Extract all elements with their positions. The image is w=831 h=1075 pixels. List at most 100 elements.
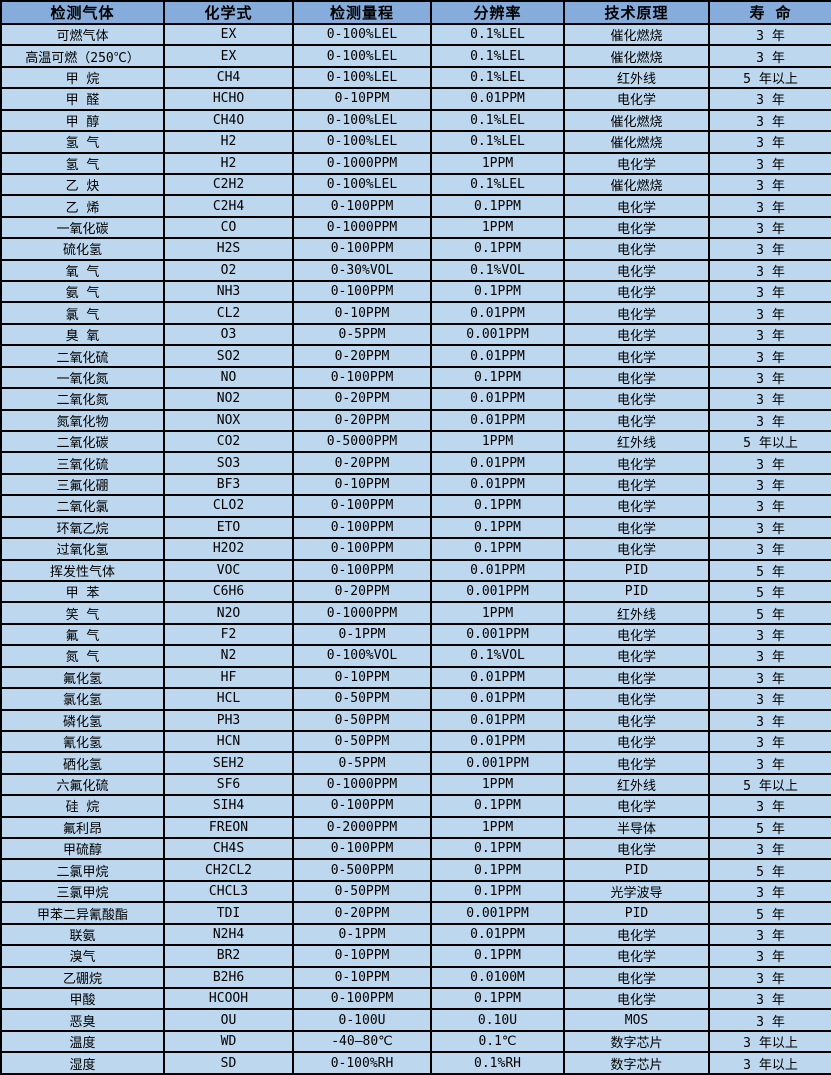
table-cell-range: 0-100PPM <box>292 194 432 218</box>
table-cell-range: 0-50PPM <box>292 879 432 904</box>
table-cell-lifespan: 5 年 <box>708 601 831 625</box>
table-cell-principle: 电化学 <box>563 322 710 347</box>
table-cell-principle: 电化学 <box>563 494 710 518</box>
column-header-lifespan: 寿 命 <box>708 0 831 25</box>
table-cell-principle: 电化学 <box>563 365 710 390</box>
table-cell-lifespan: 3 年 <box>708 751 831 775</box>
table-cell-principle: 半导体 <box>563 815 710 840</box>
table-cell-range: 0-30%VOL <box>292 258 432 283</box>
table-cell-resolution: 0.10U <box>430 1008 565 1032</box>
table-row: 一氧化碳 CO 0-1000PPM 1PPM 电化学 3 年 <box>0 215 831 240</box>
table-cell-principle: 电化学 <box>563 451 710 475</box>
table-cell-formula: SF6 <box>163 772 294 797</box>
table-cell-lifespan: 3 年 <box>708 237 831 261</box>
table-cell-range: 0-100%LEL <box>292 130 432 154</box>
table-row: 氯 气 CL2 0-10PPM 0.01PPM 电化学 3 年 <box>0 301 831 325</box>
table-cell-gas: 氮氧化物 <box>0 408 165 433</box>
table-cell-formula: CHCL3 <box>163 879 294 904</box>
table-cell-resolution: 0.01PPM <box>430 451 565 475</box>
table-cell-principle: 光学波导 <box>563 879 710 904</box>
table-cell-principle: 电化学 <box>563 515 710 540</box>
table-cell-formula: BR2 <box>163 944 294 968</box>
table-cell-gas: 氨 气 <box>0 280 165 304</box>
table-cell-formula: OU <box>163 1008 294 1032</box>
table-cell-principle: 数字芯片 <box>563 1051 710 1075</box>
table-cell-range: 0-100%LEL <box>292 108 432 133</box>
table-cell-lifespan: 5 年 <box>708 815 831 840</box>
table-row: 氰化氢 HCN 0-50PPM 0.01PPM 电化学 3 年 <box>0 729 831 754</box>
table-cell-formula: O2 <box>163 258 294 283</box>
table-cell-lifespan: 3 年 <box>708 879 831 904</box>
table-cell-range: 0-5000PPM <box>292 429 432 454</box>
table-cell-formula: H2S <box>163 237 294 261</box>
table-cell-lifespan: 3 年 <box>708 130 831 154</box>
table-cell-formula: NH3 <box>163 280 294 304</box>
table-cell-range: 0-100%LEL <box>292 65 432 90</box>
table-cell-principle: 电化学 <box>563 644 710 668</box>
table-cell-range: 0-10PPM <box>292 965 432 990</box>
table-cell-principle: PID <box>563 858 710 882</box>
table-cell-lifespan: 5 年 <box>708 558 831 582</box>
table-cell-formula: FREON <box>163 815 294 840</box>
table-cell-lifespan: 3 年 <box>708 665 831 690</box>
table-cell-range: 0-100PPM <box>292 365 432 390</box>
table-cell-resolution: 0.01PPM <box>430 558 565 582</box>
table-cell-range: -40—80℃ <box>292 1029 432 1054</box>
table-cell-formula: TDI <box>163 901 294 925</box>
table-cell-lifespan: 3 年 <box>708 280 831 304</box>
table-row: 甲酸 HCOOH 0-100PPM 0.1PPM 电化学 3 年 <box>0 986 831 1011</box>
table-cell-lifespan: 3 年 <box>708 301 831 325</box>
table-row: 氢 气 H2 0-100%LEL 0.1%LEL 催化燃烧 3 年 <box>0 130 831 154</box>
table-cell-resolution: 0.1PPM <box>430 944 565 968</box>
table-cell-gas: 二氧化氮 <box>0 387 165 411</box>
table-row: 氟 气 F2 0-1PPM 0.001PPM 电化学 3 年 <box>0 622 831 647</box>
table-cell-range: 0-100PPM <box>292 986 432 1011</box>
table-cell-range: 0-100%VOL <box>292 644 432 668</box>
table-row: 乙 烯 C2H4 0-100PPM 0.1PPM 电化学 3 年 <box>0 194 831 218</box>
table-cell-range: 0-20PPM <box>292 408 432 433</box>
table-cell-lifespan: 3 年 <box>708 644 831 668</box>
table-header-row: 检测气体 化学式 检测量程 分辨率 技术原理 寿 命 <box>0 0 831 25</box>
table-cell-range: 0-100PPM <box>292 537 432 561</box>
table-cell-principle: 电化学 <box>563 708 710 732</box>
table-cell-range: 0-10PPM <box>292 87 432 111</box>
table-cell-lifespan: 3 年 <box>708 944 831 968</box>
table-cell-lifespan: 3 年 <box>708 408 831 433</box>
table-cell-gas: 环氧乙烷 <box>0 515 165 540</box>
table-cell-formula: HF <box>163 665 294 690</box>
table-cell-resolution: 0.01PPM <box>430 708 565 732</box>
table-cell-range: 0-100PPM <box>292 237 432 261</box>
table-cell-principle: 电化学 <box>563 965 710 990</box>
table-cell-range: 0-1PPM <box>292 922 432 947</box>
table-cell-resolution: 0.01PPM <box>430 408 565 433</box>
table-cell-gas: 二氧化碳 <box>0 429 165 454</box>
table-cell-range: 0-1000PPM <box>292 215 432 240</box>
table-cell-lifespan: 3 年 <box>708 965 831 990</box>
table-cell-gas: 六氟化硫 <box>0 772 165 797</box>
table-cell-principle: PID <box>563 579 710 604</box>
table-cell-formula: C6H6 <box>163 579 294 604</box>
table-cell-formula: SEH2 <box>163 751 294 775</box>
table-cell-lifespan: 5 年 <box>708 901 831 925</box>
table-cell-formula: HCOOH <box>163 986 294 1011</box>
table-cell-resolution: 0.1℃ <box>430 1029 565 1054</box>
table-cell-resolution: 0.001PPM <box>430 579 565 604</box>
table-cell-formula: ETO <box>163 515 294 540</box>
table-cell-principle: 红外线 <box>563 772 710 797</box>
table-cell-gas: 可燃气体 <box>0 22 165 47</box>
table-cell-resolution: 0.1PPM <box>430 858 565 882</box>
table-cell-gas: 乙 烯 <box>0 194 165 218</box>
table-cell-formula: N2H4 <box>163 922 294 947</box>
table-cell-range: 0-1PPM <box>292 622 432 647</box>
table-cell-range: 0-50PPM <box>292 708 432 732</box>
table-cell-principle: 电化学 <box>563 408 710 433</box>
table-cell-principle: 催化燃烧 <box>563 130 710 154</box>
table-cell-range: 0-20PPM <box>292 579 432 604</box>
table-row: 挥发性气体 VOC 0-100PPM 0.01PPM PID 5 年 <box>0 558 831 582</box>
table-row: 甲硫醇 CH4S 0-100PPM 0.1PPM 电化学 3 年 <box>0 837 831 861</box>
table-cell-gas: 三氧化硫 <box>0 451 165 475</box>
table-cell-formula: N2 <box>163 644 294 668</box>
table-cell-lifespan: 3 年以上 <box>708 1029 831 1054</box>
table-cell-range: 0-20PPM <box>292 344 432 368</box>
table-cell-formula: CH4 <box>163 65 294 90</box>
